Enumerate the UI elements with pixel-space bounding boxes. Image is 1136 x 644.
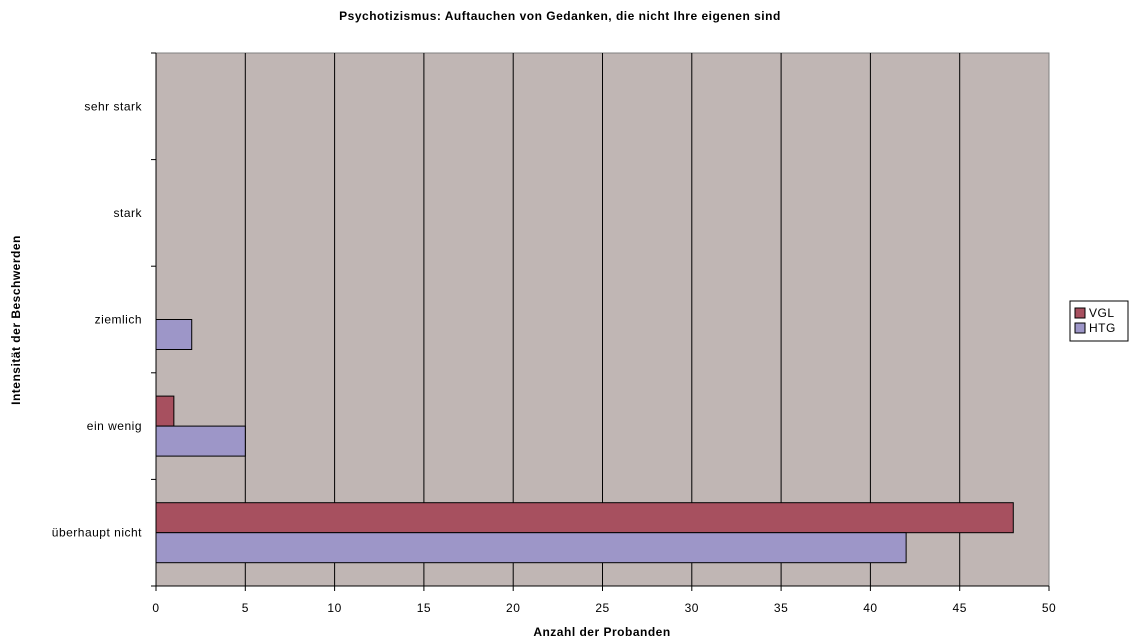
x-tick-label: 50 — [1042, 601, 1056, 615]
y-tick-label: ein wenig — [87, 419, 142, 433]
y-tick-label: sehr stark — [84, 99, 142, 113]
bar-vgl — [155, 502, 1014, 534]
x-tick-label: 20 — [506, 601, 520, 615]
bars — [155, 319, 1014, 564]
legend-label-htg: HTG — [1089, 321, 1116, 335]
gridlines — [244, 53, 961, 586]
y-axis-label: Intensität der Beschwerden — [9, 235, 23, 405]
x-tick-label: 25 — [595, 601, 609, 615]
x-tick-labels: 0 5 10 15 20 25 30 35 40 45 50 — [152, 601, 1056, 615]
axes — [151, 52, 1050, 591]
bar-vgl — [155, 395, 175, 427]
x-tick-label: 30 — [685, 601, 699, 615]
x-tick-label: 15 — [417, 601, 431, 615]
x-tick-label: 40 — [863, 601, 877, 615]
chart-title: Psychotizismus: Auftauchen von Gedanken,… — [339, 9, 781, 23]
legend-swatch-vgl — [1074, 307, 1086, 319]
y-tick-labels: überhaupt nicht ein wenig ziemlich stark seh… — [52, 99, 142, 540]
x-tick-label: 10 — [327, 601, 341, 615]
bar-htg — [155, 319, 193, 350]
x-tick-label: 45 — [953, 601, 967, 615]
x-tick-label: 35 — [774, 601, 788, 615]
legend-swatch-htg — [1074, 322, 1086, 334]
x-tick-label: 5 — [242, 601, 249, 615]
x-tick-label: 0 — [152, 601, 159, 615]
y-tick-label: stark — [113, 206, 142, 220]
y-tick-label: überhaupt nicht — [52, 526, 142, 540]
y-tick-label: ziemlich — [95, 313, 142, 327]
legend-label-vgl: VGL — [1089, 306, 1115, 320]
bar-htg — [155, 425, 246, 457]
bar-htg — [155, 532, 907, 564]
x-axis-label: Anzahl der Probanden — [533, 625, 670, 639]
